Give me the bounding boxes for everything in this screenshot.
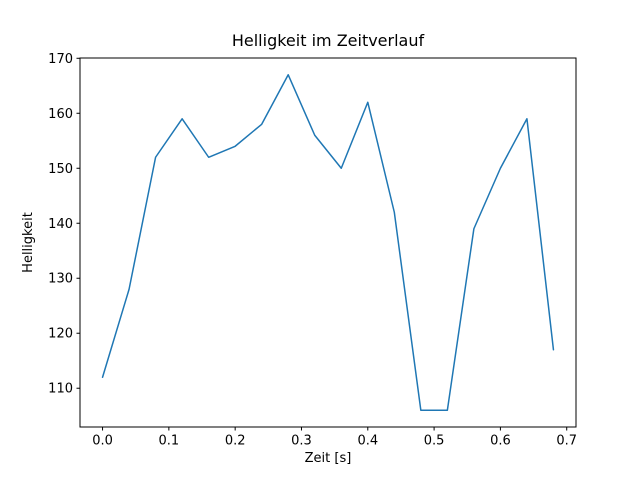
y-tick-label: 110: [48, 382, 73, 397]
x-tick-label: 0.2: [225, 434, 246, 449]
brightness-data-line: [101, 74, 555, 411]
y-axis-label: Helligkeit: [21, 212, 36, 273]
x-tick-label: 0.4: [357, 434, 378, 449]
y-tick-label: 130: [48, 272, 73, 287]
x-tick-label: 0.3: [291, 434, 312, 449]
y-tick-label: 120: [48, 327, 73, 342]
y-tick-label: 160: [48, 107, 73, 122]
y-tick-label: 170: [48, 52, 73, 67]
x-tick-label: 0.7: [556, 434, 577, 449]
x-tick-label: 0.5: [424, 434, 445, 449]
x-axis-label: Zeit [s]: [305, 451, 352, 466]
y-tick-label: 140: [48, 217, 73, 232]
y-tick-label: 150: [48, 162, 73, 177]
x-tick-label: 0.0: [92, 434, 113, 449]
axes-spines: [79, 57, 577, 428]
x-tick-label: 0.1: [159, 434, 180, 449]
x-tick-label: 0.6: [490, 434, 511, 449]
chart-title: Helligkeit im Zeitverlauf: [232, 31, 425, 50]
